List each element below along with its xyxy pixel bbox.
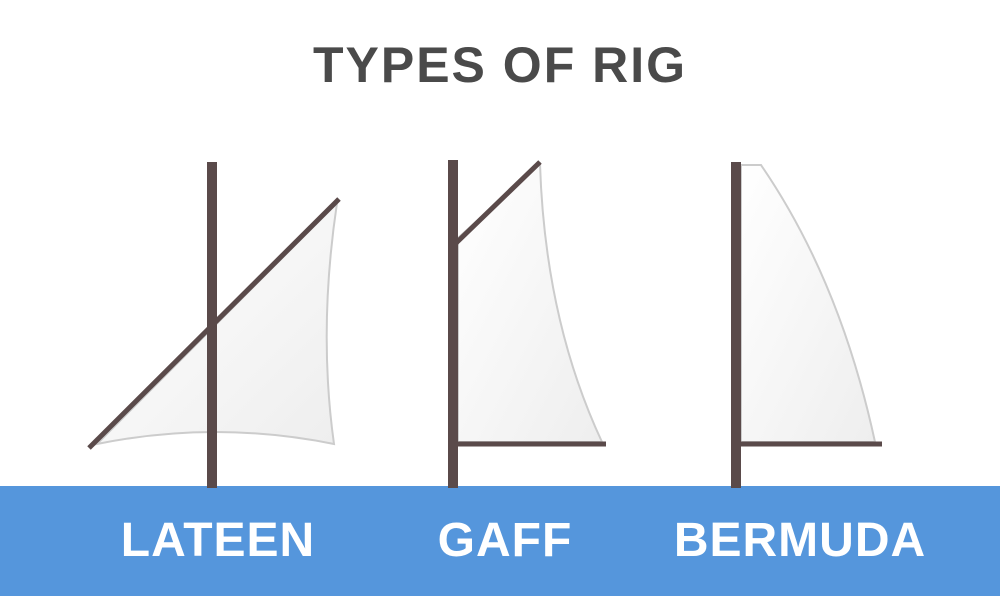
gaff-rig xyxy=(448,160,606,488)
rig-label-gaff: GAFF xyxy=(437,514,573,567)
bermuda-mast xyxy=(731,162,741,488)
rig-label-lateen: LATEEN xyxy=(120,514,316,567)
gaff-mast xyxy=(448,160,458,488)
page-title: TYPES OF RIG xyxy=(312,37,688,93)
gaff-sail xyxy=(457,161,604,443)
water-band xyxy=(0,486,1000,596)
bermuda-sail xyxy=(740,164,877,443)
bermuda-rig xyxy=(731,162,882,488)
gaff-spar xyxy=(451,160,542,248)
rig-label-bermuda: BERMUDA xyxy=(673,514,927,567)
lateen-rig xyxy=(87,162,341,488)
lateen-yard xyxy=(87,197,341,450)
